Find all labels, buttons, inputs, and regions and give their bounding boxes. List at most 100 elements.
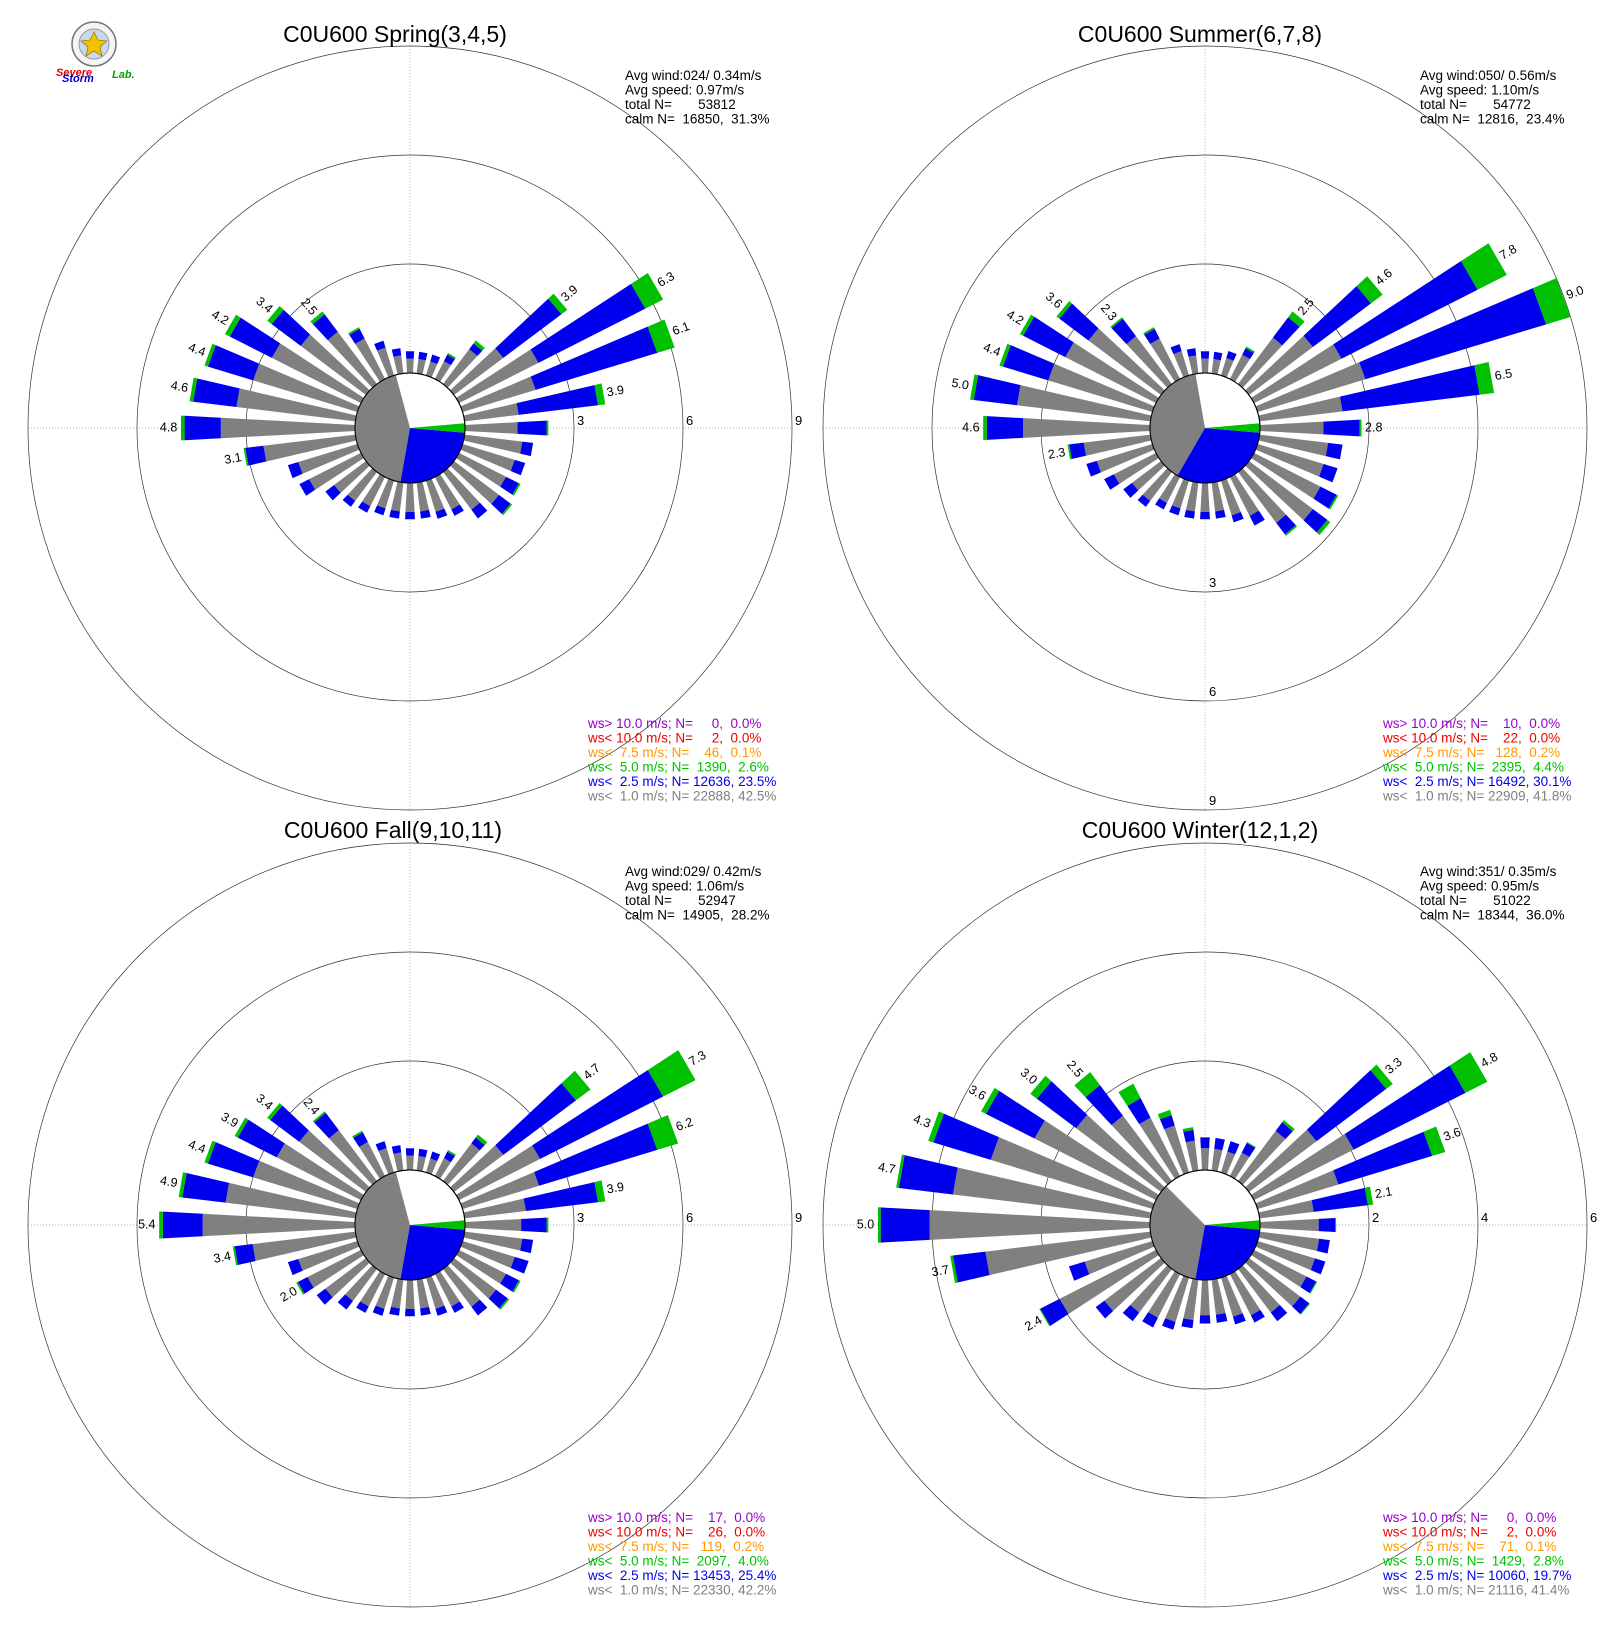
bar-segment-lt2_5 [1040,1298,1069,1326]
bar-segment-lt2_5 [1111,318,1136,345]
bar-segment-lt2_5 [1306,1070,1387,1142]
bar-segment-lt2_5 [1250,1309,1265,1323]
calm-circle [354,1169,466,1281]
calm-wedge-blue [400,428,465,483]
bar-segment-lt5 [243,447,249,466]
bar-segment-lt2_5 [491,494,511,514]
bar-segment-calm-lt1 [1245,1129,1317,1192]
bar-segment-lt5 [594,1180,606,1203]
bar-segment-lt5 [178,1172,187,1198]
bar-segment-lt2_5 [1127,1098,1151,1125]
bar-segment-lt2_5 [1292,1296,1310,1314]
bar-segment-calm-lt1 [1083,434,1152,456]
bar-segment-lt2_5 [1241,1142,1256,1158]
bar-segment-calm-lt1 [1211,1148,1223,1172]
bar-segment-lt2_5 [207,345,260,381]
bar-segment-lt5 [1284,525,1298,536]
stats-line: Avg wind:029/ 0.42m/s [625,864,762,879]
bar-segment-lt2_5 [1227,1141,1240,1155]
bar-segment-calm-lt1 [1076,1114,1165,1192]
bar-value-label: 4.4 [186,1137,207,1156]
bar-segment-lt2_5 [1181,1318,1194,1329]
bar-segment-lt2_5 [1310,1258,1326,1275]
bar-segment-lt2_5 [1142,1312,1158,1328]
bar-segment-lt2_5 [430,1151,441,1162]
direction-bar [405,482,415,520]
bar-segment-lt2_5 [1213,351,1223,361]
bar-segment-calm-lt1 [1258,1231,1320,1252]
bar-segment-calm-lt1 [347,468,377,502]
bar-segment-lt5 [647,319,675,353]
legend-entry: ws< 10.0 m/s; N= 2, 0.0% [587,731,761,746]
direction-bar [460,1240,529,1274]
bar-segment-calm-lt1 [416,1155,426,1172]
bar-segment-calm-lt1 [1023,418,1151,438]
bar-segment-lt2_5 [287,1258,303,1276]
legend-entry: ws> 10.0 m/s; N= 17, 0.0% [587,1510,765,1525]
bar-segment-lt5 [501,503,513,516]
stats-line: Avg wind:351/ 0.35m/s [1420,864,1557,879]
bar-segment-lt2_5 [342,494,356,507]
bar-segment-lt5 [1359,419,1362,437]
bar-segment-lt2_5 [389,509,400,519]
bar-segment-lt2_5 [374,505,386,516]
bar-segment-lt5 [1039,1308,1051,1327]
bar-segment-lt5 [1328,494,1339,510]
bar-segment-lt2_5 [520,1238,534,1254]
logo-text-severe: Severe [56,67,92,79]
calm-circle-border [1149,372,1261,484]
direction-bar [464,420,549,436]
legend-entry: ws< 1.0 m/s; N= 22330, 42.2% [587,1583,776,1598]
direction-bar: 7.8 [1251,242,1519,404]
bar-segment-lt2_5 [443,1151,455,1163]
direction-bar: 2.1 [1258,1184,1394,1219]
bar-value-label: 6.2 [674,1115,695,1134]
bar-segment-calm-lt1 [1229,474,1259,516]
direction-bar [443,468,488,519]
stats-line: Avg speed: 0.97m/s [625,83,744,98]
bar-segment-calm-lt1 [456,1145,541,1201]
bar-segment-lt5 [1182,1127,1194,1132]
bar-segment-lt5 [980,1087,1000,1114]
bar-segment-lt2_5 [435,508,448,519]
direction-bar [1199,1279,1211,1324]
bar-segment-lt2_5 [1123,482,1139,498]
bar-segment-lt2_5 [1333,1131,1433,1185]
bar-segment-calm-lt1 [1245,461,1313,521]
bar-segment-lt5 [1316,519,1331,536]
bar-segment-lt5 [232,1246,238,1266]
bar-segment-lt5 [352,1130,363,1138]
bar-segment-lt2_5 [1303,286,1372,347]
bar-segment-calm-lt1 [1113,452,1159,484]
direction-bar [1170,344,1190,378]
bar-value-label: 2.1 [1374,1184,1394,1201]
bar-segment-calm-lt1 [1130,1265,1172,1313]
direction-bar [456,1249,521,1293]
bar-value-label: 2.4 [300,1095,322,1117]
bar-value-label: 3.4 [253,294,275,316]
ring-tick-label: 6 [686,413,693,428]
bar-segment-calm-lt1 [464,1218,522,1232]
direction-bar [1229,346,1255,382]
bar-segment-lt2_5 [349,328,365,344]
bar-segment-calm-lt1 [1238,1130,1286,1185]
direction-bar [460,443,526,476]
bar-segment-calm-lt1 [1185,1140,1199,1172]
bar-segment-lt2_5 [1249,510,1265,526]
direction-bar [316,1258,370,1305]
direction-bar [1118,1083,1181,1179]
bar-segment-calm-lt1 [1211,481,1225,512]
bar-segment-calm-lt1 [1200,482,1210,512]
bar-segment-calm-lt1 [1251,344,1342,404]
bar-segment-lt5 [896,1154,905,1188]
bar-segment-lt2_5 [1199,1315,1211,1324]
bar-segment-lt2_5 [1270,1304,1288,1322]
grid-ring [27,842,793,1608]
bar-segment-lt2_5 [898,1155,958,1195]
bar-segment-calm-lt1 [252,1231,357,1261]
bar-segment-lt2_5 [374,340,386,351]
bar-segment-calm-lt1 [456,1249,507,1284]
direction-bar [1211,1137,1225,1172]
bar-segment-lt2_5 [1311,1187,1368,1212]
